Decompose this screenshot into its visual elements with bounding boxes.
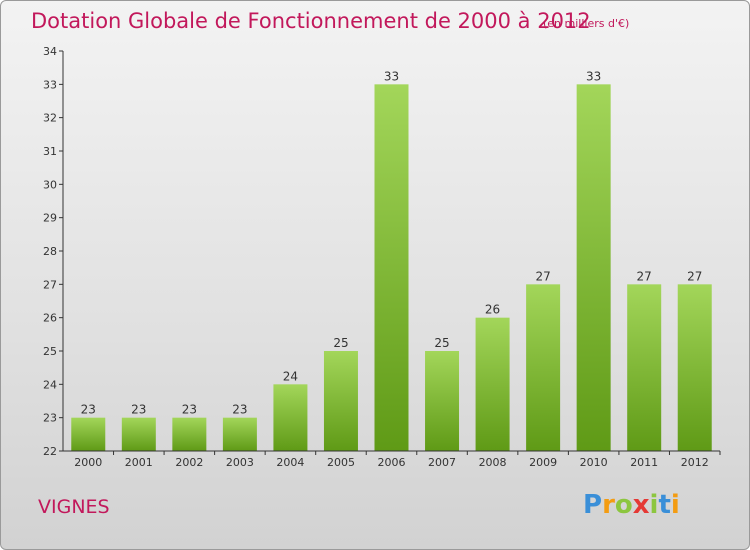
x-tick-label: 2008 (479, 456, 507, 469)
data-label: 25 (333, 336, 348, 350)
y-tick-label: 28 (43, 245, 57, 258)
bar-chart: 23 23 23 23 24 25 33 25 26 27 33 27 27 2000 2001 2002 2… (1, 1, 750, 550)
y-tick-label: 31 (43, 145, 57, 158)
bar (425, 351, 459, 451)
logo-letter: r (602, 490, 615, 520)
x-tick-label: 2002 (175, 456, 203, 469)
bar (122, 418, 156, 451)
commune-name: VIGNES (38, 496, 110, 518)
y-tick-label: 34 (43, 45, 57, 58)
logo-letter: i (671, 490, 680, 520)
x-tick-label: 2007 (428, 456, 456, 469)
data-label: 26 (485, 303, 500, 317)
x-tick-label: 2001 (125, 456, 153, 469)
x-tick-label: 2010 (580, 456, 608, 469)
bar (577, 84, 611, 451)
bars-group: 23 23 23 23 24 25 33 25 26 27 33 27 27 (71, 69, 711, 451)
data-label: 27 (637, 269, 652, 283)
data-label: 33 (384, 69, 399, 83)
y-tick-label: 26 (43, 312, 57, 325)
bar (273, 384, 307, 451)
x-tick-label: 2004 (276, 456, 304, 469)
bar (223, 418, 257, 451)
x-tick-label: 2006 (378, 456, 406, 469)
data-label: 33 (586, 69, 601, 83)
x-tick-label: 2005 (327, 456, 355, 469)
y-tick-label: 23 (43, 412, 57, 425)
bar (526, 284, 560, 451)
data-label: 23 (182, 403, 197, 417)
data-label: 27 (687, 269, 702, 283)
bar (324, 351, 358, 451)
data-label: 24 (283, 369, 298, 383)
bar (476, 318, 510, 451)
y-tick-label: 29 (43, 212, 57, 225)
data-label: 25 (434, 336, 449, 350)
y-tick-label: 25 (43, 345, 57, 358)
bar (678, 284, 712, 451)
data-label: 23 (131, 403, 146, 417)
logo-letter: t (658, 490, 670, 520)
y-tick-label: 24 (43, 378, 57, 391)
data-label: 23 (232, 403, 247, 417)
y-tick-label: 27 (43, 278, 57, 291)
x-tick-label: 2009 (529, 456, 557, 469)
proxiti-logo[interactable]: Proxiti (583, 490, 680, 520)
bar (172, 418, 206, 451)
bar (375, 84, 409, 451)
y-tick-label: 33 (43, 78, 57, 91)
y-tick-label: 22 (43, 445, 57, 458)
x-tick-label: 2011 (630, 456, 658, 469)
x-tick-label: 2003 (226, 456, 254, 469)
chart-frame: Dotation Globale de Fonctionnement de 20… (0, 0, 750, 550)
logo-letter: o (615, 490, 633, 520)
y-tick-label: 30 (43, 178, 57, 191)
y-tick-label: 32 (43, 112, 57, 125)
bar (71, 418, 105, 451)
bar (627, 284, 661, 451)
logo-letter: P (583, 490, 602, 520)
data-label: 27 (535, 269, 550, 283)
data-label: 23 (81, 403, 96, 417)
x-tick-label: 2000 (74, 456, 102, 469)
x-tick-label: 2012 (681, 456, 709, 469)
logo-letter: x (633, 490, 650, 520)
